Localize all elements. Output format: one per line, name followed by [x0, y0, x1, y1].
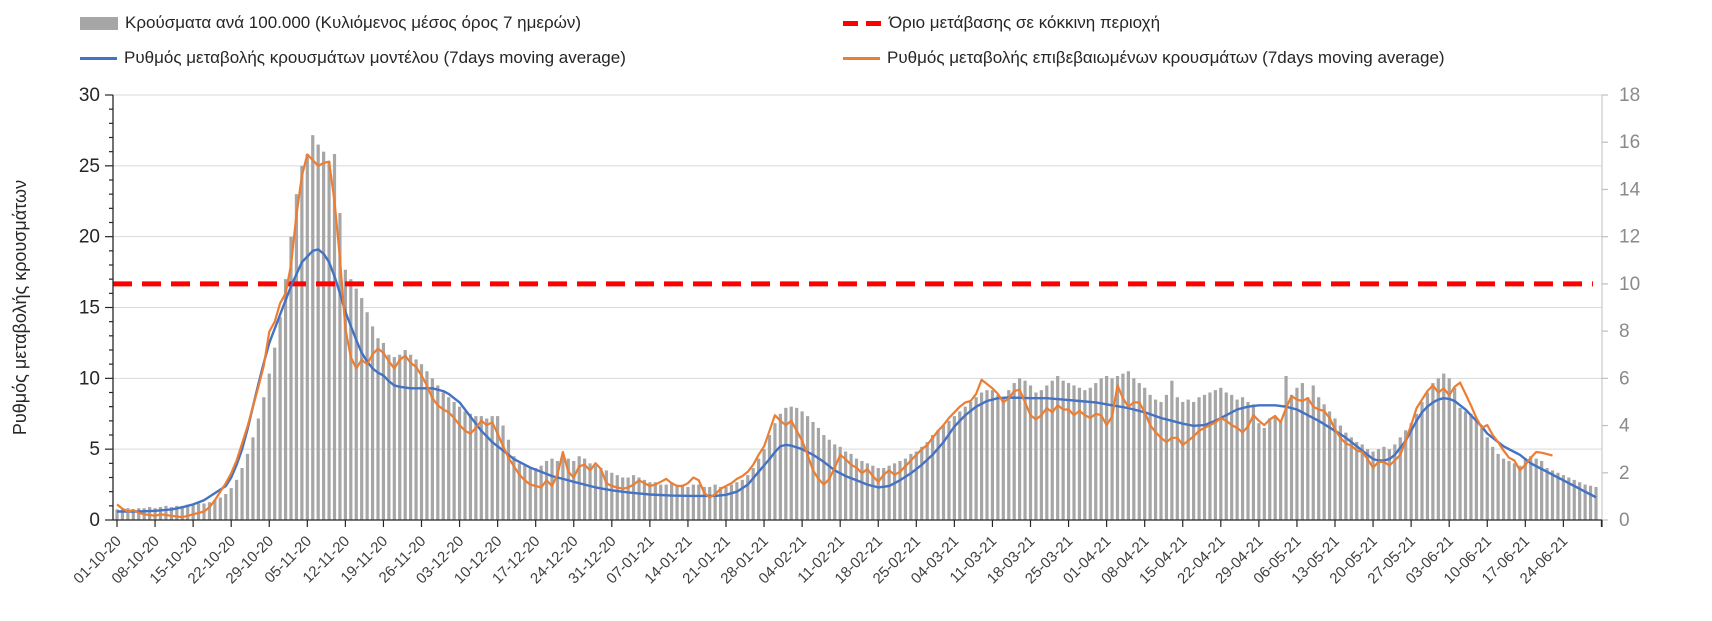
model-rate-line: [117, 248, 1597, 513]
svg-text:10: 10: [79, 368, 100, 389]
legend-label-cases-per-100k: Κρούσματα ανά 100.000 (Κυλιόμενος μέσος …: [125, 13, 582, 32]
red-dashed-line-swatch-icon: [843, 20, 882, 26]
orange-line-swatch-icon: [843, 56, 880, 60]
svg-text:16: 16: [1619, 132, 1640, 153]
svg-text:8: 8: [1619, 321, 1630, 342]
x-axis: 01-10-2008-10-2015-10-2022-10-2029-10-20…: [70, 519, 1603, 587]
svg-text:20: 20: [79, 227, 100, 248]
svg-text:0: 0: [1619, 510, 1630, 531]
svg-text:0: 0: [89, 510, 100, 531]
svg-text:4: 4: [1619, 416, 1630, 437]
y-axis-left: 0 5 10 15 20 25 30: [79, 85, 114, 531]
blue-line-swatch-icon: [80, 56, 117, 60]
svg-text:6: 6: [1619, 368, 1630, 389]
svg-text:2: 2: [1619, 463, 1630, 484]
svg-text:18: 18: [1619, 85, 1640, 106]
svg-text:15: 15: [79, 298, 100, 319]
confirmed-rate-line: [116, 153, 1553, 519]
y-axis-left-title: Ρυθμός μεταβολής κρουσμάτων: [10, 180, 30, 435]
svg-text:25: 25: [79, 156, 100, 177]
bars-cases-per-100k: [115, 135, 1598, 521]
y-axis-right: 0 2 4 6 8 10 12 14 16 18: [1601, 85, 1641, 531]
legend-item-model-rate: Ρυθμός μεταβολής κρουσμάτων μοντέλου (7d…: [80, 48, 626, 68]
legend-label-model-rate: Ρυθμός μεταβολής κρουσμάτων μοντέλου (7d…: [124, 48, 626, 67]
svg-text:10: 10: [1619, 274, 1640, 295]
legend-label-confirmed-rate: Ρυθμός μεταβολής επιβεβαιωμένων κρουσμάτ…: [887, 48, 1445, 67]
svg-text:30: 30: [79, 85, 100, 106]
svg-text:12: 12: [1619, 227, 1640, 248]
svg-text:5: 5: [89, 439, 100, 460]
gray-bar-swatch-icon: [80, 16, 118, 30]
legend-label-red-zone-threshold: Όριο μετάβασης σε κόκκινη περιοχή: [889, 13, 1161, 32]
legend-item-confirmed-rate: Ρυθμός μεταβολής επιβεβαιωμένων κρουσμάτ…: [843, 48, 1445, 68]
svg-text:14: 14: [1619, 179, 1641, 200]
legend-item-cases-per-100k: Κρούσματα ανά 100.000 (Κυλιόμενος μέσος …: [80, 13, 581, 33]
gridlines: [113, 94, 1602, 450]
legend-item-red-zone-threshold: Όριο μετάβασης σε κόκκινη περιοχή: [843, 13, 1160, 33]
